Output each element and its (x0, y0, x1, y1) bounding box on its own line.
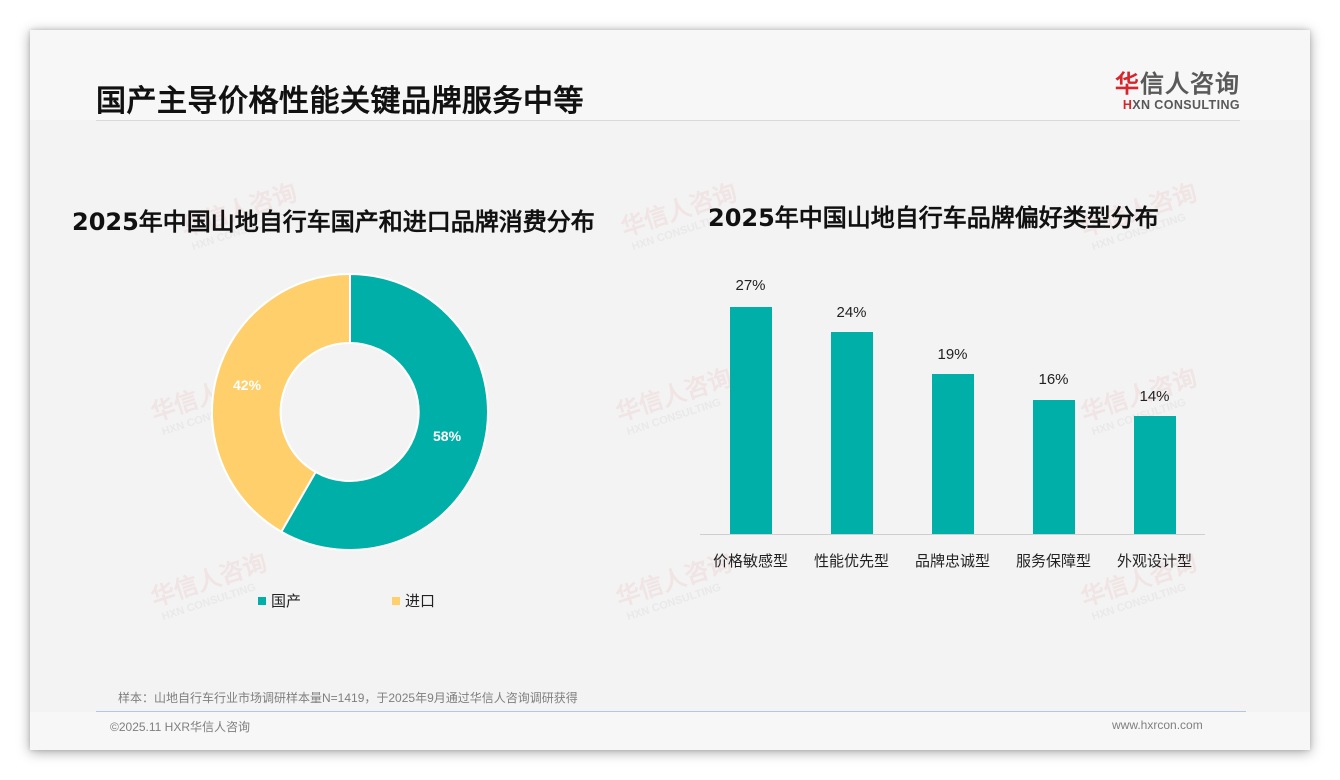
bar-category: 服务保障型 (1015, 553, 1091, 570)
bar-group: 24% 性能优先型 (801, 270, 902, 570)
footer-divider (96, 711, 1246, 712)
bar-category: 外观设计型 (1116, 553, 1192, 570)
title-divider (96, 120, 1240, 121)
bar-group: 27% 价格敏感型 (700, 270, 801, 570)
bar-chart: 27% 价格敏感型 24% 性能优先型 19% 品牌忠诚型 16% 服务保障型 … (700, 270, 1205, 570)
bar-category: 价格敏感型 (712, 553, 788, 570)
sample-note: 样本：山地自行车行业市场调研样本量N=1419，于2025年9月通过华信人咨询调… (118, 691, 578, 705)
bar-value: 19% (937, 346, 968, 363)
donut-svg (210, 272, 489, 551)
donut-legend: 国产 进口 (258, 590, 526, 611)
website-link[interactable]: www.hxrcon.com (1112, 718, 1203, 732)
bar-chart-title: 2025年中国山地自行车品牌偏好类型分布 (708, 204, 1159, 232)
page-title: 国产主导价格性能关键品牌服务中等 (96, 84, 584, 119)
company-logo: 华信人咨询 HXN CONSULTING (1110, 64, 1240, 112)
header-band (30, 30, 1310, 120)
legend-swatch-icon (258, 596, 266, 605)
bar (831, 332, 873, 534)
logo-en: HXN CONSULTING (1122, 98, 1240, 112)
slice-domestic (279, 272, 489, 551)
bar (1134, 416, 1176, 534)
bar-group: 16% 服务保障型 (1003, 270, 1104, 570)
bar-value: 24% (836, 304, 867, 321)
legend-item-domestic: 国产 (258, 590, 392, 611)
slice-label-domestic: 58% (433, 428, 462, 444)
bar-category: 品牌忠诚型 (914, 553, 990, 570)
watermark: 华信人咨询 HXN CONSULTING (147, 549, 271, 624)
slice-imported (210, 272, 351, 534)
bar-value: 16% (1038, 371, 1069, 388)
slice-label-imported: 42% (233, 377, 262, 393)
copyright: ©2025.11 HXR华信人咨询 (110, 720, 250, 734)
x-axis-line (700, 534, 1205, 535)
donut-chart: 58% 42% (210, 272, 490, 552)
bar-category: 性能优先型 (813, 553, 889, 570)
slide: 华信人咨询 HXN CONSULTING 华信人咨询 HXN CONSULTING … (30, 30, 1310, 750)
bar (932, 374, 974, 534)
legend-item-imported: 进口 (392, 590, 526, 611)
bar-value: 27% (735, 277, 766, 294)
bar-value: 14% (1139, 388, 1170, 405)
logo-cn: 华信人咨询 (1115, 70, 1240, 98)
bar-group: 14% 外观设计型 (1104, 270, 1205, 570)
bar-group: 19% 品牌忠诚型 (902, 270, 1003, 570)
donut-chart-title: 2025年中国山地自行车国产和进口品牌消费分布 (72, 208, 595, 236)
legend-swatch-icon (392, 596, 400, 605)
footer-band (30, 712, 1310, 750)
bar (1033, 400, 1075, 534)
bar (730, 307, 772, 534)
